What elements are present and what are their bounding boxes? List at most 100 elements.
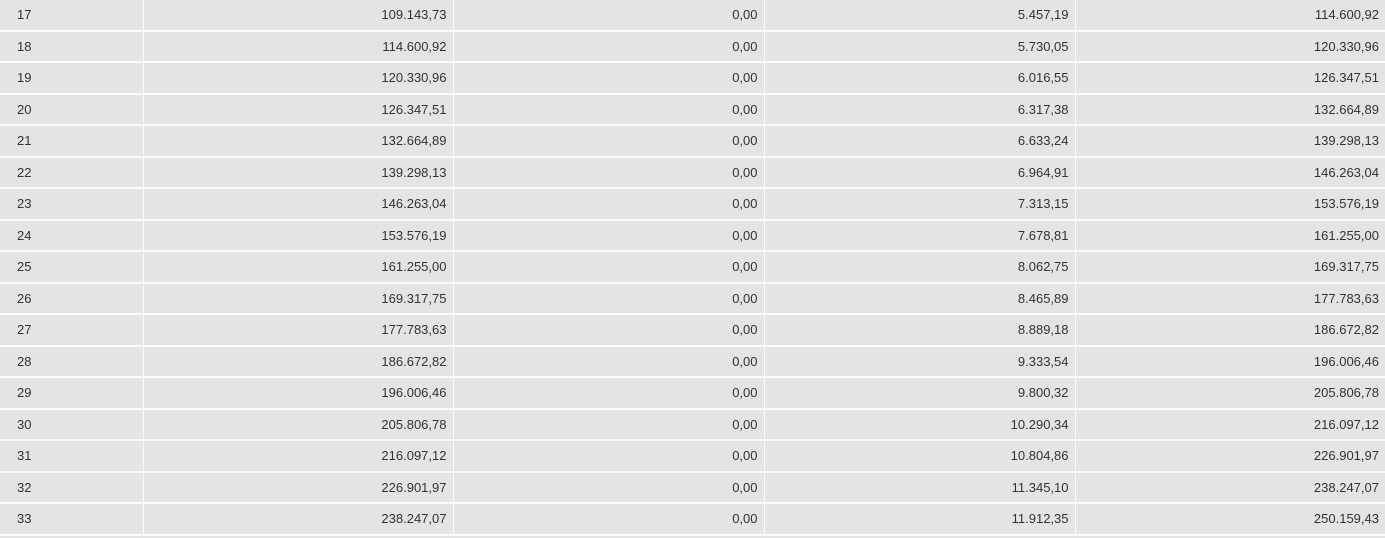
table-row: 24 153.576,19 0,00 7.678,81 161.255,00 (0, 219, 1385, 252)
row-number-cell: 22 (0, 156, 144, 189)
end-balance-cell: 226.901,97 (1075, 440, 1385, 473)
table-row: 23 146.263,04 0,00 7.313,15 153.576,19 (0, 188, 1385, 221)
interest-cell: 9.800,32 (764, 377, 1076, 410)
interest-cell: 8.062,75 (764, 251, 1076, 284)
interest-cell: 8.465,89 (764, 282, 1076, 315)
interest-cell: 7.313,15 (764, 188, 1076, 221)
start-balance-cell: 146.263,04 (143, 188, 454, 221)
start-balance-cell: 126.347,51 (143, 93, 454, 126)
deposit-cell: 0,00 (453, 471, 765, 504)
row-number-cell: 30 (0, 408, 144, 441)
start-balance-cell: 238.247,07 (143, 503, 454, 536)
row-number-cell: 32 (0, 471, 144, 504)
start-balance-cell: 153.576,19 (143, 219, 454, 252)
end-balance-cell: 196.006,46 (1075, 345, 1385, 378)
row-number-cell: 17 (0, 0, 144, 32)
row-number-cell: 23 (0, 188, 144, 221)
end-balance-cell: 146.263,04 (1075, 156, 1385, 189)
deposit-cell: 0,00 (453, 314, 765, 347)
deposit-cell: 0,00 (453, 345, 765, 378)
start-balance-cell: 169.317,75 (143, 282, 454, 315)
table-row: 30 205.806,78 0,00 10.290,34 216.097,12 (0, 408, 1385, 441)
end-balance-cell: 114.600,92 (1075, 0, 1385, 32)
start-balance-cell: 226.901,97 (143, 471, 454, 504)
table-row: 27 177.783,63 0,00 8.889,18 186.672,82 (0, 314, 1385, 347)
end-balance-cell: 161.255,00 (1075, 219, 1385, 252)
start-balance-cell: 186.672,82 (143, 345, 454, 378)
table-row: 28 186.672,82 0,00 9.333,54 196.006,46 (0, 345, 1385, 378)
start-balance-cell: 205.806,78 (143, 408, 454, 441)
table-row: 26 169.317,75 0,00 8.465,89 177.783,63 (0, 282, 1385, 315)
table-row: 33 238.247,07 0,00 11.912,35 250.159,43 (0, 503, 1385, 536)
table-row: 20 126.347,51 0,00 6.317,38 132.664,89 (0, 93, 1385, 126)
end-balance-cell: 216.097,12 (1075, 408, 1385, 441)
row-number-cell: 26 (0, 282, 144, 315)
start-balance-cell: 120.330,96 (143, 62, 454, 95)
deposit-cell: 0,00 (453, 62, 765, 95)
row-number-cell: 27 (0, 314, 144, 347)
start-balance-cell: 177.783,63 (143, 314, 454, 347)
table-row: 18 114.600,92 0,00 5.730,05 120.330,96 (0, 30, 1385, 63)
deposit-cell: 0,00 (453, 440, 765, 473)
deposit-cell: 0,00 (453, 30, 765, 63)
deposit-cell: 0,00 (453, 188, 765, 221)
row-number-cell: 18 (0, 30, 144, 63)
deposit-cell: 0,00 (453, 125, 765, 158)
deposit-cell: 0,00 (453, 156, 765, 189)
row-number-cell: 28 (0, 345, 144, 378)
row-number-cell: 21 (0, 125, 144, 158)
interest-cell: 9.333,54 (764, 345, 1076, 378)
table-row: 31 216.097,12 0,00 10.804,86 226.901,97 (0, 440, 1385, 473)
interest-cell: 8.889,18 (764, 314, 1076, 347)
start-balance-cell: 109.143,73 (143, 0, 454, 32)
table-row: 25 161.255,00 0,00 8.062,75 169.317,75 (0, 251, 1385, 284)
end-balance-cell: 120.330,96 (1075, 30, 1385, 63)
interest-cell: 6.016,55 (764, 62, 1076, 95)
deposit-cell: 0,00 (453, 0, 765, 32)
interest-cell: 11.912,35 (764, 503, 1076, 536)
row-number-cell: 29 (0, 377, 144, 410)
row-number-cell: 20 (0, 93, 144, 126)
end-balance-cell: 238.247,07 (1075, 471, 1385, 504)
deposit-cell: 0,00 (453, 282, 765, 315)
start-balance-cell: 161.255,00 (143, 251, 454, 284)
table-row: 19 120.330,96 0,00 6.016,55 126.347,51 (0, 62, 1385, 95)
interest-cell: 10.804,86 (764, 440, 1076, 473)
row-number-cell: 19 (0, 62, 144, 95)
end-balance-cell: 139.298,13 (1075, 125, 1385, 158)
deposit-cell: 0,00 (453, 408, 765, 441)
row-number-cell: 25 (0, 251, 144, 284)
deposit-cell: 0,00 (453, 503, 765, 536)
end-balance-cell: 132.664,89 (1075, 93, 1385, 126)
interest-cell: 5.457,19 (764, 0, 1076, 32)
start-balance-cell: 139.298,13 (143, 156, 454, 189)
interest-cell: 11.345,10 (764, 471, 1076, 504)
interest-cell: 6.964,91 (764, 156, 1076, 189)
table-row: 29 196.006,46 0,00 9.800,32 205.806,78 (0, 377, 1385, 410)
end-balance-cell: 177.783,63 (1075, 282, 1385, 315)
start-balance-cell: 196.006,46 (143, 377, 454, 410)
interest-cell: 10.290,34 (764, 408, 1076, 441)
end-balance-cell: 205.806,78 (1075, 377, 1385, 410)
deposit-cell: 0,00 (453, 377, 765, 410)
interest-cell: 6.633,24 (764, 125, 1076, 158)
interest-cell: 6.317,38 (764, 93, 1076, 126)
interest-cell: 7.678,81 (764, 219, 1076, 252)
start-balance-cell: 216.097,12 (143, 440, 454, 473)
end-balance-cell: 169.317,75 (1075, 251, 1385, 284)
end-balance-cell: 153.576,19 (1075, 188, 1385, 221)
end-balance-cell: 126.347,51 (1075, 62, 1385, 95)
table-row: 21 132.664,89 0,00 6.633,24 139.298,13 (0, 125, 1385, 158)
row-number-cell: 33 (0, 503, 144, 536)
deposit-cell: 0,00 (453, 251, 765, 284)
start-balance-cell: 132.664,89 (143, 125, 454, 158)
start-balance-cell: 114.600,92 (143, 30, 454, 63)
row-number-cell: 31 (0, 440, 144, 473)
end-balance-cell: 186.672,82 (1075, 314, 1385, 347)
table-row: 32 226.901,97 0,00 11.345,10 238.247,07 (0, 471, 1385, 504)
interest-cell: 5.730,05 (764, 30, 1076, 63)
end-balance-cell: 250.159,43 (1075, 503, 1385, 536)
deposit-cell: 0,00 (453, 93, 765, 126)
